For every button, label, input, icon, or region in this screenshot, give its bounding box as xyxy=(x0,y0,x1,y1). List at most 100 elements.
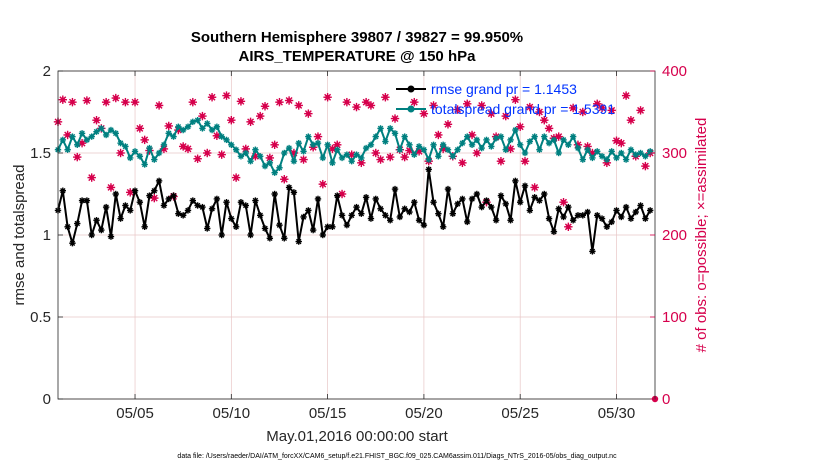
series-rmse-point xyxy=(252,197,259,204)
series-totalspread-point xyxy=(550,136,558,144)
obs-point xyxy=(496,157,506,166)
obs-point xyxy=(544,124,554,133)
series-rmse-point xyxy=(266,235,274,242)
series-totalspread-point xyxy=(637,149,644,157)
series-totalspread-point xyxy=(83,136,91,144)
series-rmse-point xyxy=(502,200,509,208)
chart-title-line-1: Southern Hemisphere 39807 / 39827 = 99.9… xyxy=(191,29,523,46)
series-rmse-point xyxy=(468,195,476,203)
series-rmse-point xyxy=(444,185,452,193)
series-rmse-point xyxy=(155,177,163,185)
obs-point xyxy=(111,93,120,103)
series-rmse-point xyxy=(391,185,399,193)
obs-point xyxy=(511,95,520,104)
series-totalspread-point xyxy=(459,139,466,147)
series-totalspread-point xyxy=(473,136,481,144)
legend-rmse-label: rmse grand pr = 1.1453 xyxy=(431,81,577,97)
y-axis-label-left: rmse and totalspread xyxy=(11,165,28,306)
series-rmse-point xyxy=(281,235,288,242)
series-rmse-point xyxy=(59,187,67,194)
obs-point xyxy=(333,140,342,149)
series-rmse-point xyxy=(232,223,240,230)
series-rmse-point xyxy=(569,217,577,224)
series-totalspread-point xyxy=(252,146,259,153)
series-rmse-point xyxy=(608,218,615,226)
series-totalspread-point xyxy=(136,153,144,160)
obs-point xyxy=(376,155,385,164)
obs-point xyxy=(92,116,101,125)
series-totalspread-point xyxy=(117,139,124,147)
y-tick-label-right: 400 xyxy=(662,63,687,80)
series-rmse-point xyxy=(449,210,456,217)
series-rmse-point xyxy=(131,187,139,194)
series-rmse-point xyxy=(401,205,408,212)
series-totalspread-point xyxy=(569,133,577,140)
obs-point xyxy=(636,106,645,115)
series-rmse-point xyxy=(218,231,225,239)
series-totalspread-point xyxy=(247,158,254,165)
obs-point xyxy=(429,101,438,110)
x-axis-label: May.01,2016 00:00:00 start xyxy=(266,428,448,445)
obs-point xyxy=(246,117,255,127)
x-tick-label: 05/30 xyxy=(598,405,636,422)
obs-point xyxy=(337,189,347,199)
obs-point xyxy=(101,97,111,107)
series-rmse-point xyxy=(454,200,461,208)
series-rmse-point xyxy=(618,213,625,221)
series-rmse-point xyxy=(329,223,336,230)
obs-point xyxy=(342,97,352,107)
series-totalspread-point xyxy=(78,130,86,137)
series-rmse-point xyxy=(136,199,144,206)
series-totalspread-point xyxy=(329,159,336,167)
obs-point xyxy=(390,114,400,123)
obs-point xyxy=(506,144,515,154)
series-totalspread-point xyxy=(141,161,148,168)
obs-point xyxy=(501,111,510,121)
series-totalspread-point xyxy=(204,120,211,127)
obs-point xyxy=(434,130,443,140)
series-rmse-point xyxy=(160,202,168,209)
series-rmse-point xyxy=(531,194,538,201)
obs-point xyxy=(458,158,467,168)
series-totalspread-point xyxy=(295,139,302,147)
series-totalspread-point xyxy=(425,156,432,163)
obs-point xyxy=(135,124,145,133)
legend-spread-label: totalspread grand pr = 1.5391 xyxy=(431,101,615,117)
obs-point xyxy=(188,97,198,107)
series-totalspread-point xyxy=(507,136,514,144)
series-rmse-point xyxy=(589,248,596,255)
series-totalspread-point xyxy=(560,136,567,144)
series-rmse-point xyxy=(512,177,519,185)
x-tick-label: 05/10 xyxy=(213,405,251,422)
series-rmse-point xyxy=(579,212,586,219)
series-totalspread-point xyxy=(179,126,187,134)
obs-point xyxy=(203,148,212,158)
obs-point xyxy=(520,157,530,166)
y-tick-label-left: 0.5 xyxy=(30,309,51,326)
series-totalspread-point xyxy=(468,141,476,148)
series-totalspread-point xyxy=(622,156,630,163)
series-totalspread-point xyxy=(449,153,456,160)
series-rmse-point xyxy=(387,217,394,224)
series-totalspread-point xyxy=(213,123,221,130)
obs-point xyxy=(275,97,284,107)
series-totalspread-point xyxy=(362,144,370,152)
series-rmse-point xyxy=(175,210,182,217)
series-rmse-point xyxy=(146,192,153,199)
series-totalspread-point xyxy=(642,153,649,160)
series-totalspread-point xyxy=(439,141,447,148)
series-totalspread-point xyxy=(589,154,596,162)
series-totalspread-point xyxy=(632,151,639,158)
x-tick-label: 05/20 xyxy=(405,405,443,422)
series-totalspread-point xyxy=(151,156,158,163)
data-file-footnote: data file: /Users/raeder/DAI/ATM_forcXX/… xyxy=(177,453,617,460)
series-rmse-point xyxy=(88,231,95,239)
obs-point xyxy=(251,152,260,161)
obs-point xyxy=(540,116,549,125)
series-totalspread-point xyxy=(189,118,197,126)
series-totalspread-point xyxy=(367,141,375,148)
series-totalspread-point xyxy=(88,133,95,140)
series-totalspread-point xyxy=(613,154,620,162)
series-rmse-point xyxy=(165,195,172,203)
series-totalspread-point xyxy=(603,156,611,163)
